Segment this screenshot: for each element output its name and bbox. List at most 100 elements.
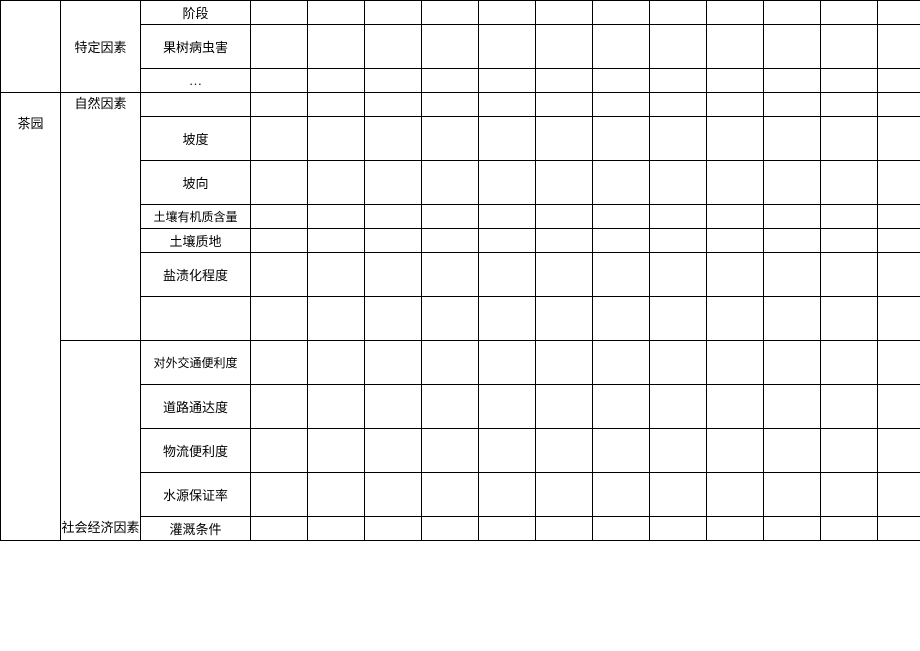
- cell-empty: [479, 385, 536, 429]
- cell-empty: [308, 341, 365, 385]
- cell-empty: [422, 93, 479, 117]
- cell-empty: [536, 297, 593, 341]
- cell-empty: [251, 473, 308, 517]
- cell-empty: [878, 253, 920, 297]
- cell-empty: [593, 385, 650, 429]
- cell-empty: [422, 161, 479, 205]
- cell-empty: [593, 69, 650, 93]
- cell-empty: [821, 297, 878, 341]
- cell-empty: [764, 229, 821, 253]
- cell-empty: [707, 341, 764, 385]
- cell-empty: [707, 117, 764, 161]
- cell-empty: [308, 117, 365, 161]
- cell-empty: [707, 69, 764, 93]
- cell-teding: 特定因素: [61, 1, 141, 93]
- cell-empty: [764, 117, 821, 161]
- cell-empty: [308, 1, 365, 25]
- cell-empty: [878, 1, 920, 25]
- cell-empty: [479, 229, 536, 253]
- cell-empty: [422, 253, 479, 297]
- cell-empty: [365, 69, 422, 93]
- cell-label: 土壤有机质含量: [141, 205, 251, 229]
- cell-empty: [821, 253, 878, 297]
- cell-empty: [308, 25, 365, 69]
- cell-empty: [707, 429, 764, 473]
- cell-empty: [593, 25, 650, 69]
- cell-empty: [650, 517, 707, 541]
- cell-empty: [593, 229, 650, 253]
- cell-empty: [422, 473, 479, 517]
- cell-empty: [365, 161, 422, 205]
- cell-empty: [251, 117, 308, 161]
- cell-empty: [878, 25, 920, 69]
- cell-empty: [650, 161, 707, 205]
- cell-empty: [878, 297, 920, 341]
- cell-empty: [821, 93, 878, 117]
- cell-empty: [821, 25, 878, 69]
- cell-empty: [593, 341, 650, 385]
- cell-empty: [650, 297, 707, 341]
- cell-empty: [365, 25, 422, 69]
- cell-empty: [251, 429, 308, 473]
- cell-empty: [536, 161, 593, 205]
- cell-empty: [251, 69, 308, 93]
- cell-empty: [251, 517, 308, 541]
- cell-empty: [593, 297, 650, 341]
- cell-empty: [536, 25, 593, 69]
- cell-empty: [764, 253, 821, 297]
- cell-empty: [821, 229, 878, 253]
- cell-empty: [365, 385, 422, 429]
- cell-empty: [365, 429, 422, 473]
- cell-label: 坡向: [141, 161, 251, 205]
- cell-label: 阶段: [141, 1, 251, 25]
- cell-empty: [707, 253, 764, 297]
- cell-empty: [422, 341, 479, 385]
- cell-empty: [422, 229, 479, 253]
- cell-empty: [365, 473, 422, 517]
- cell-empty: [650, 229, 707, 253]
- cell-empty: [764, 297, 821, 341]
- table-row: 茶园 自然因素: [1, 93, 920, 117]
- cell-empty: [479, 1, 536, 25]
- cell-empty: [707, 385, 764, 429]
- cell-empty: [536, 253, 593, 297]
- cell-empty: [422, 69, 479, 93]
- cell-empty: [878, 205, 920, 229]
- cell-empty: [821, 205, 878, 229]
- cell-empty: [479, 253, 536, 297]
- cell-empty: [878, 473, 920, 517]
- cell-empty: [365, 1, 422, 25]
- cell-label: 土壤质地: [141, 229, 251, 253]
- cell-empty: [422, 429, 479, 473]
- cell-empty: [251, 229, 308, 253]
- cell-empty: [365, 117, 422, 161]
- cell-empty: [365, 341, 422, 385]
- cell-empty: [422, 25, 479, 69]
- cell-empty: [878, 429, 920, 473]
- cell-empty: [479, 517, 536, 541]
- cell-empty: [650, 1, 707, 25]
- cell-empty: [251, 93, 308, 117]
- cell-empty: [821, 161, 878, 205]
- cell-empty: [251, 205, 308, 229]
- cell-empty: [707, 1, 764, 25]
- cell-empty: [365, 205, 422, 229]
- cell-label: 灌溉条件: [141, 517, 251, 541]
- cell-empty: [422, 517, 479, 541]
- cell-empty: [764, 385, 821, 429]
- cell-empty: [251, 1, 308, 25]
- cell-label: 对外交通便利度: [141, 341, 251, 385]
- cell-empty: [821, 341, 878, 385]
- cell-empty: [593, 161, 650, 205]
- cell-empty: [422, 1, 479, 25]
- cell-empty: [365, 517, 422, 541]
- cell-empty: [650, 69, 707, 93]
- cell-empty: [251, 161, 308, 205]
- cell-empty: [479, 429, 536, 473]
- cell-empty: [821, 473, 878, 517]
- cell-empty: [536, 93, 593, 117]
- table-row: 社会经济因素 对外交通便利度: [1, 341, 920, 385]
- cell-empty: [308, 297, 365, 341]
- cell-empty: [593, 473, 650, 517]
- cell-empty: [308, 385, 365, 429]
